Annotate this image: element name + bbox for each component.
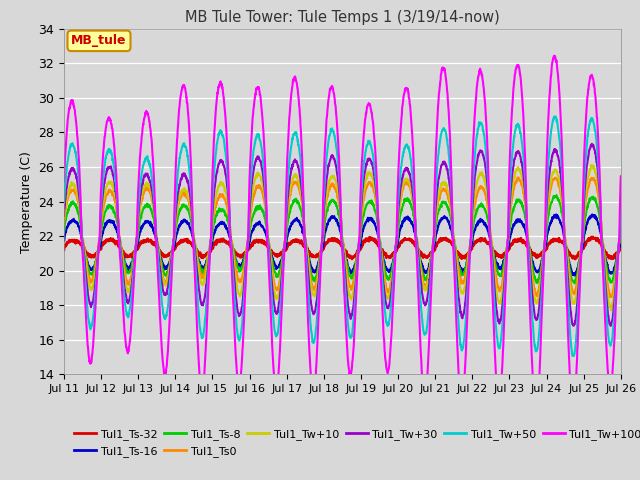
Title: MB Tule Tower: Tule Temps 1 (3/19/14-now): MB Tule Tower: Tule Temps 1 (3/19/14-now… — [185, 10, 500, 25]
Y-axis label: Temperature (C): Temperature (C) — [20, 151, 33, 252]
Text: MB_tule: MB_tule — [71, 35, 127, 48]
Legend: Tul1_Ts-32, Tul1_Ts-16, Tul1_Ts-8, Tul1_Ts0, Tul1_Tw+10, Tul1_Tw+30, Tul1_Tw+50,: Tul1_Ts-32, Tul1_Ts-16, Tul1_Ts-8, Tul1_… — [70, 425, 640, 461]
